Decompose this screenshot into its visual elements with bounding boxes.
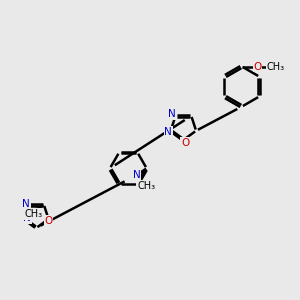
Text: CH₃: CH₃: [138, 181, 156, 191]
Text: CH₃: CH₃: [266, 61, 284, 71]
Text: N: N: [164, 127, 172, 137]
Text: N: N: [23, 213, 31, 224]
Text: O: O: [181, 138, 189, 148]
Text: O: O: [254, 61, 262, 71]
Text: N: N: [22, 199, 30, 209]
Text: O: O: [44, 216, 52, 226]
Text: N: N: [133, 170, 140, 180]
Text: CH₃: CH₃: [25, 209, 43, 219]
Text: N: N: [168, 110, 176, 119]
Text: N: N: [137, 181, 145, 190]
